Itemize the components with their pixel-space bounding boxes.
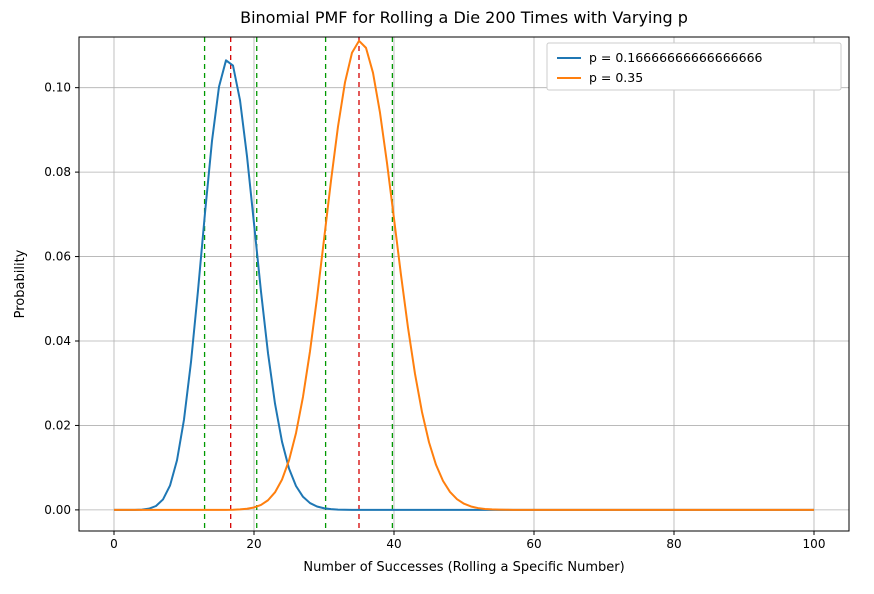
- ytick-label: 0.10: [44, 81, 71, 95]
- xtick-label: 0: [110, 537, 118, 551]
- xtick-label: 60: [526, 537, 541, 551]
- ytick-label: 0.06: [44, 250, 71, 264]
- x-axis-label: Number of Successes (Rolling a Specific …: [303, 560, 624, 575]
- xtick-label: 100: [803, 537, 826, 551]
- ytick-label: 0.08: [44, 165, 71, 179]
- ytick-label: 0.02: [44, 418, 71, 432]
- chart-svg: 0 20 40 60 80 100 0.00 0.02 0.04 0.06 0.08 0.10 Numb…: [0, 0, 874, 594]
- chart-title: Binomial PMF for Rolling a Die 200 Times…: [240, 8, 688, 27]
- plot-area: [79, 37, 849, 531]
- legend-label: p = 0.16666666666666666: [589, 50, 763, 65]
- binomial-pmf-chart: 0 20 40 60 80 100 0.00 0.02 0.04 0.06 0.08 0.10 Numb…: [0, 0, 874, 594]
- ytick-label: 0.00: [44, 503, 71, 517]
- ytick-label: 0.04: [44, 334, 71, 348]
- xtick-label: 40: [386, 537, 401, 551]
- xtick-label: 80: [666, 537, 681, 551]
- legend-label: p = 0.35: [589, 70, 643, 85]
- xtick-label: 20: [246, 537, 261, 551]
- y-axis-label: Probability: [13, 249, 28, 318]
